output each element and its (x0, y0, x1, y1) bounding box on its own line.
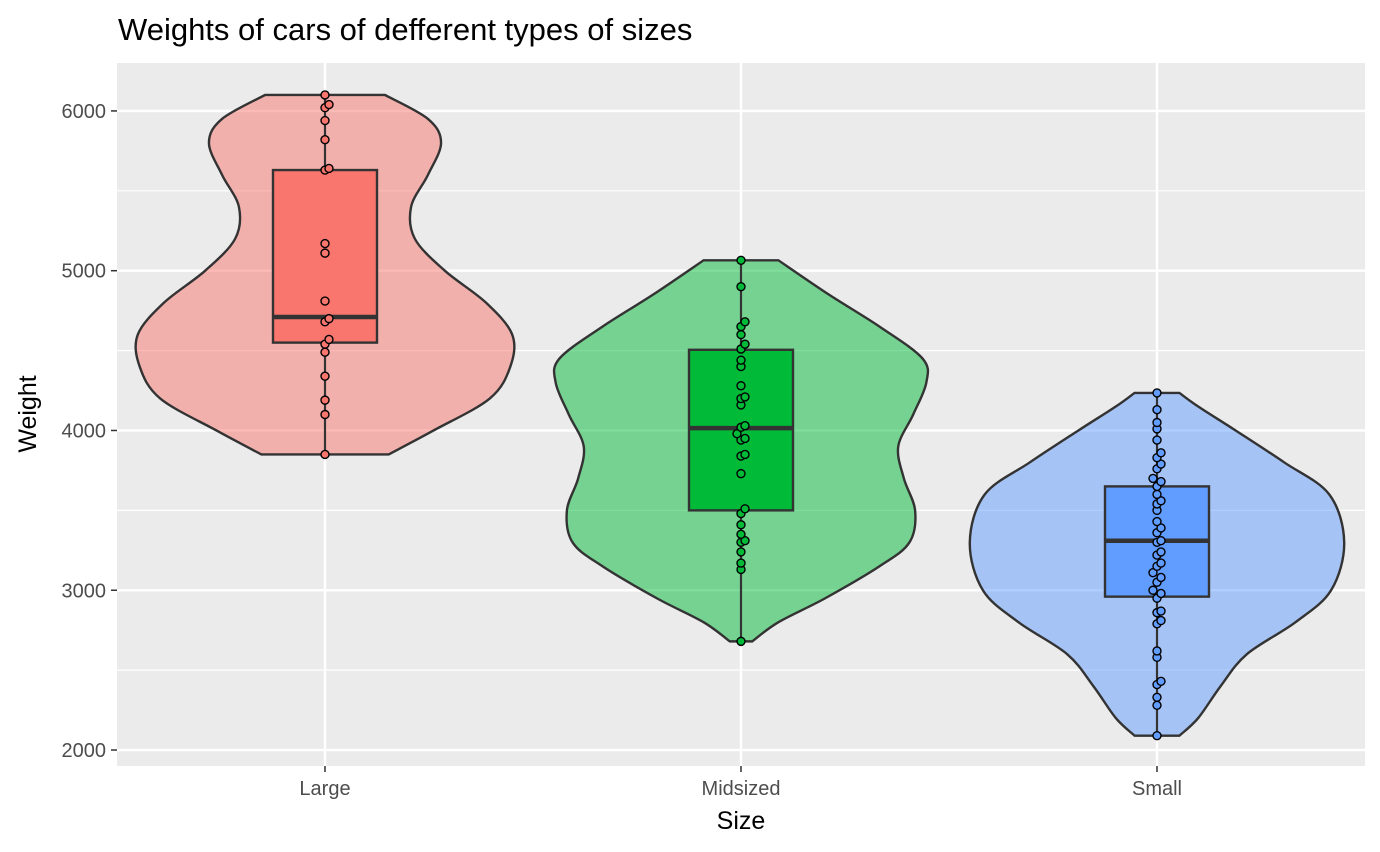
point-small (1152, 405, 1162, 415)
point-midsized (736, 255, 746, 266)
y-axis-title: Weight (14, 375, 42, 452)
point-small (1156, 572, 1166, 583)
point-small (1152, 516, 1162, 527)
point-small (1152, 730, 1162, 741)
y-axis-ticks: 2000 3000 4000 5000 6000 (62, 101, 117, 762)
y-tick-label: 5000 (62, 261, 107, 283)
point-large (320, 371, 330, 381)
point-small (1152, 692, 1162, 702)
point-midsized (740, 420, 750, 431)
point-large (320, 238, 330, 249)
x-axis-ticks: Large Midsized Small (299, 766, 1182, 800)
point-small (1152, 700, 1162, 710)
point-large (320, 115, 330, 126)
point-midsized (736, 636, 746, 647)
x-tick-label: Midsized (702, 778, 781, 800)
point-small (1156, 558, 1166, 568)
point-small (1156, 615, 1166, 626)
point-large (324, 163, 334, 174)
point-midsized (736, 468, 746, 479)
point-large (324, 334, 334, 345)
violins (134, 93, 1346, 737)
point-midsized (740, 449, 750, 460)
point-midsized (740, 317, 750, 327)
point-midsized (736, 281, 746, 292)
point-midsized (736, 520, 746, 530)
point-small (1152, 388, 1162, 398)
point-midsized (740, 339, 750, 349)
point-small (1156, 536, 1166, 546)
point-small (1148, 473, 1158, 484)
y-tick-label: 2000 (62, 740, 107, 762)
y-tick-label: 3000 (62, 580, 107, 602)
point-small (1156, 448, 1166, 458)
point-large (320, 134, 330, 145)
point-large (320, 347, 330, 357)
y-tick-label: 4000 (62, 420, 107, 442)
point-large (320, 296, 330, 306)
x-tick-label: Small (1132, 778, 1182, 800)
point-small (1156, 606, 1166, 616)
point-small (1152, 417, 1162, 428)
point-midsized (736, 329, 746, 340)
point-large (320, 90, 330, 100)
point-large (324, 99, 334, 110)
point-small (1156, 547, 1166, 557)
point-midsized (736, 547, 746, 557)
point-large (324, 313, 334, 324)
point-large (320, 409, 330, 420)
point-small (1156, 676, 1166, 687)
point-midsized (740, 504, 750, 514)
point-small (1156, 476, 1166, 487)
point-midsized (736, 529, 746, 540)
x-tick-label: Large (299, 778, 350, 800)
point-small (1152, 435, 1162, 445)
point-midsized (740, 433, 750, 444)
point-midsized (740, 392, 750, 402)
point-large (320, 248, 330, 258)
point-small (1152, 489, 1162, 500)
point-small (1152, 646, 1162, 656)
y-tick-label: 6000 (62, 101, 107, 123)
point-midsized (736, 355, 746, 365)
x-axis-title: Size (717, 807, 766, 835)
point-large (320, 395, 330, 405)
point-midsized (736, 381, 746, 391)
point-small (1156, 588, 1166, 599)
chart-title: Weights of cars of defferent types of si… (118, 12, 692, 47)
data-points (320, 90, 1166, 741)
point-large (320, 449, 330, 460)
point-small (1148, 585, 1158, 595)
point-midsized (736, 558, 746, 568)
